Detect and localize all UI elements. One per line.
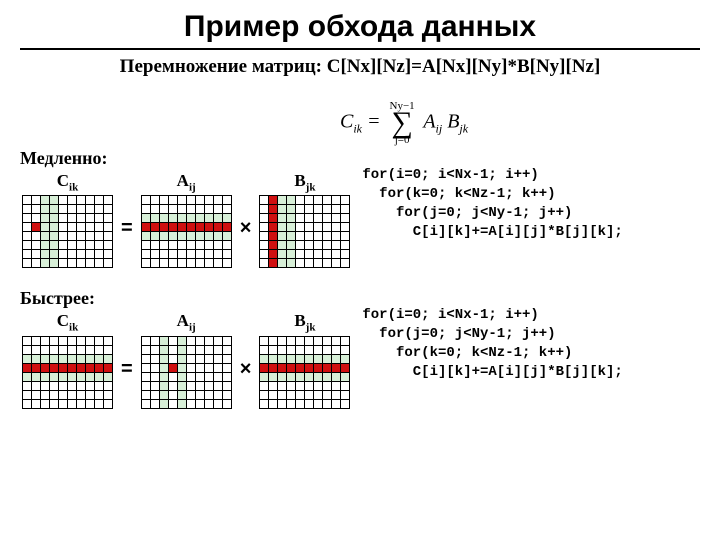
- divider: [20, 48, 700, 50]
- sigma-icon: ∑: [390, 112, 415, 134]
- formula-lhs-base: C: [340, 111, 353, 133]
- formula-b-sub: jk: [459, 122, 468, 136]
- slow-code: for(i=0; i<Nx-1; i++) for(k=0; k<Nz-1; k…: [362, 166, 622, 242]
- summation: Ny−1 ∑ j=0: [390, 100, 415, 146]
- slow-matrices: Cik = Aij × Bjk: [20, 171, 352, 268]
- subtitle: Перемножение матриц: C[Nx][Nz]=A[Nx][Ny]…: [20, 56, 700, 78]
- fast-heading: Быстрее:: [20, 288, 352, 309]
- formula-a-base: A: [423, 111, 435, 133]
- formula-a-sub: ij: [436, 122, 443, 136]
- fast-matrix-b: Bjk: [259, 311, 350, 408]
- page-title: Пример обхода данных: [20, 10, 700, 44]
- slow-matrix-c: Cik: [22, 171, 113, 268]
- slow-section: Медленно: Cik = Aij × Bjk for(i=0; i<Nx-…: [20, 148, 700, 268]
- formula-b-base: B: [447, 111, 459, 133]
- formula-lhs-sub: ik: [353, 122, 362, 136]
- fast-code: for(i=0; i<Nx-1; i++) for(j=0; j<Ny-1; j…: [362, 306, 622, 382]
- mult-op: ×: [240, 358, 252, 381]
- slow-matrix-a: Aij: [141, 171, 232, 268]
- fast-matrix-c: Cik: [22, 311, 113, 408]
- formula: Cik = Ny−1 ∑ j=0 Aij Bjk: [340, 100, 468, 146]
- equals-op: =: [121, 358, 133, 381]
- equals-op: =: [121, 217, 133, 240]
- mult-op: ×: [240, 217, 252, 240]
- fast-matrices: Cik = Aij × Bjk: [20, 311, 352, 408]
- fast-matrix-a: Aij: [141, 311, 232, 408]
- slow-matrix-b: Bjk: [259, 171, 350, 268]
- fast-section: Быстрее: Cik = Aij × Bjk for(i=0; i<Nx-1…: [20, 288, 700, 408]
- equals: =: [367, 111, 386, 133]
- slow-heading: Медленно:: [20, 148, 352, 169]
